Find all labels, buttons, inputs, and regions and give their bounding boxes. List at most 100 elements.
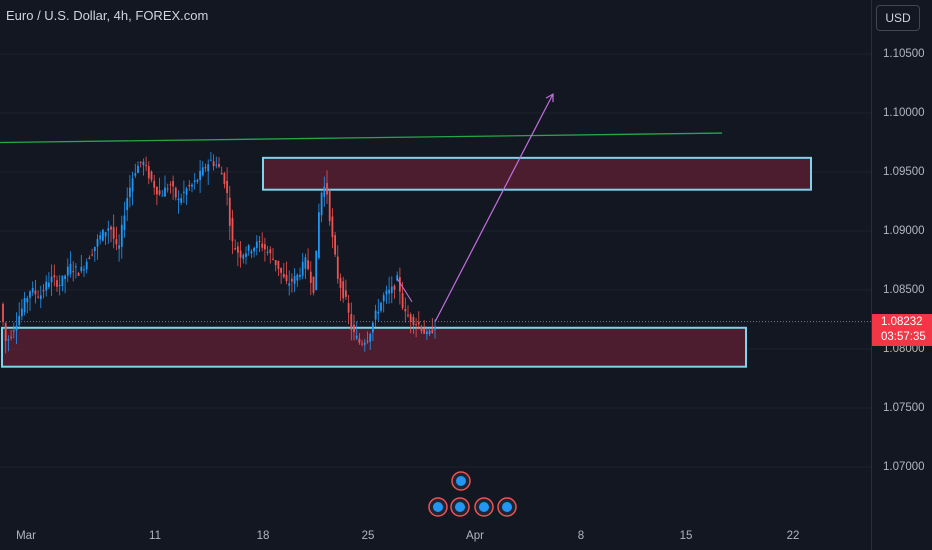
candle-body	[269, 249, 272, 254]
price-tick: 1.07500	[883, 402, 925, 414]
candle-body	[185, 188, 188, 195]
candle-body	[380, 302, 382, 311]
candle-body	[18, 315, 21, 325]
candle-body	[21, 308, 23, 317]
candle-body	[201, 167, 204, 176]
candle-body	[323, 186, 326, 197]
event-flag-icon	[502, 502, 512, 512]
candle-body	[112, 227, 115, 239]
candle-body	[150, 171, 153, 180]
candle-body	[390, 286, 393, 294]
candle-body	[288, 283, 291, 286]
candle-body	[261, 243, 264, 248]
candle-body	[277, 260, 280, 269]
candle-body	[228, 197, 231, 226]
candle-body	[66, 266, 69, 276]
candle-body	[193, 180, 196, 183]
candle-body	[102, 229, 104, 241]
candle-body	[166, 188, 169, 190]
candle-body	[253, 247, 255, 252]
candle-body	[393, 285, 396, 290]
candle-body	[118, 245, 120, 249]
candle-body	[196, 179, 199, 182]
candle-body	[10, 336, 12, 338]
candle-body	[177, 198, 180, 201]
candle-body	[26, 297, 29, 303]
candle-body	[388, 289, 390, 294]
time-tick: 25	[361, 530, 375, 542]
symbol-title[interactable]: Euro / U.S. Dollar, 4h, FOREX.com	[6, 8, 209, 23]
candle-body	[347, 302, 350, 313]
candle-body	[242, 255, 245, 259]
time-tick: 15	[679, 530, 693, 542]
candle-body	[12, 330, 15, 332]
candle-body	[293, 276, 296, 284]
candle-body	[407, 314, 409, 317]
candle-body	[77, 273, 80, 276]
currency-button[interactable]: USD	[876, 5, 920, 31]
candle-body	[417, 322, 420, 325]
candle-body	[104, 232, 107, 237]
candle-body	[153, 180, 156, 188]
candle-body	[169, 184, 172, 186]
candle-body	[299, 274, 301, 278]
candle-body	[355, 335, 358, 339]
candle-body	[61, 275, 64, 287]
price-chart-canvas[interactable]	[0, 0, 871, 550]
candle-body	[210, 159, 212, 161]
candle-body	[301, 261, 304, 276]
price-tick: 1.08000	[883, 343, 925, 355]
candle-body	[245, 253, 247, 257]
candle-body	[2, 303, 4, 322]
candle-body	[31, 287, 34, 293]
candle-body	[396, 275, 399, 281]
candle-body	[158, 190, 161, 195]
price-axis-divider	[871, 0, 872, 550]
candle-body	[255, 241, 258, 249]
candle-body	[131, 178, 134, 192]
candle-body	[336, 256, 339, 279]
candle-body	[239, 250, 242, 258]
candle-body	[258, 240, 261, 242]
candle-body	[399, 277, 401, 292]
candle-body	[374, 310, 377, 320]
candle-body	[53, 275, 56, 278]
price-tick: 1.07000	[883, 461, 925, 473]
trendline	[0, 132, 723, 144]
candle-body	[85, 261, 88, 270]
candle-body	[426, 331, 428, 335]
candle-body	[23, 298, 26, 313]
candle-body	[126, 198, 129, 211]
candle-body	[285, 274, 288, 281]
candle-body	[339, 277, 342, 288]
candle-body	[212, 161, 215, 167]
candle-body	[320, 192, 323, 216]
candle-body	[39, 295, 42, 300]
candle-body	[142, 161, 145, 166]
candle-body	[45, 281, 48, 291]
candle-body	[107, 228, 110, 231]
candle-body	[75, 266, 77, 268]
candle-body	[247, 245, 250, 251]
candle-body	[123, 215, 126, 230]
bar-countdown: 03:57:35	[881, 331, 926, 343]
candle-body	[282, 273, 285, 278]
candle-body	[363, 342, 366, 345]
candle-body	[223, 173, 226, 185]
candle-body	[372, 322, 374, 333]
candle-body	[29, 291, 31, 298]
candle-body	[296, 274, 299, 281]
candle-body	[161, 195, 164, 197]
candle-body	[415, 324, 417, 326]
price-tick: 1.09500	[883, 166, 925, 178]
candle-body	[93, 246, 96, 252]
candle-body	[280, 267, 282, 273]
candle-body	[307, 260, 309, 270]
candle-body	[72, 271, 75, 273]
time-tick: 11	[149, 530, 161, 542]
candle-body	[428, 330, 431, 335]
candle-body	[191, 184, 193, 187]
candle-body	[312, 276, 315, 293]
candle-body	[4, 322, 7, 341]
